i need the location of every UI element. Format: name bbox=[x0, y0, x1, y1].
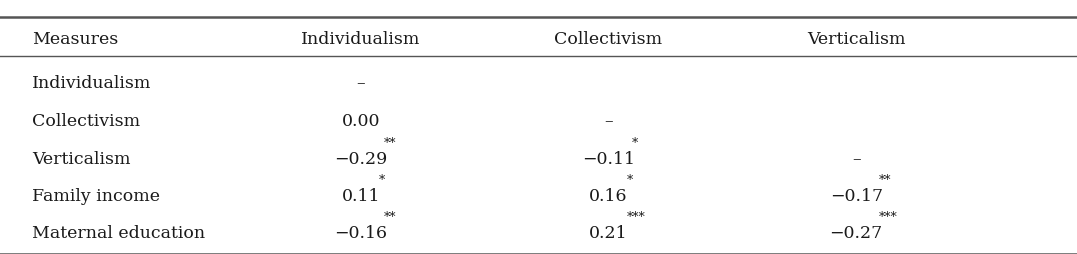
Text: −0.16: −0.16 bbox=[334, 225, 388, 242]
Text: Maternal education: Maternal education bbox=[32, 225, 206, 242]
Text: −0.29: −0.29 bbox=[334, 151, 388, 168]
Text: ***: *** bbox=[627, 210, 645, 223]
Text: −0.17: −0.17 bbox=[829, 188, 883, 205]
Text: –: – bbox=[604, 113, 613, 130]
Text: Individualism: Individualism bbox=[302, 31, 420, 48]
Text: 0.00: 0.00 bbox=[341, 113, 380, 130]
Text: **: ** bbox=[383, 210, 396, 223]
Text: **: ** bbox=[383, 136, 396, 149]
Text: ***: *** bbox=[879, 210, 898, 223]
Text: Individualism: Individualism bbox=[32, 75, 152, 92]
Text: –: – bbox=[852, 151, 861, 168]
Text: *: * bbox=[631, 136, 638, 149]
Text: Verticalism: Verticalism bbox=[807, 31, 906, 48]
Text: Verticalism: Verticalism bbox=[32, 151, 130, 168]
Text: *: * bbox=[627, 173, 633, 186]
Text: 0.16: 0.16 bbox=[589, 188, 628, 205]
Text: –: – bbox=[356, 75, 365, 92]
Text: **: ** bbox=[879, 173, 892, 186]
Text: 0.11: 0.11 bbox=[341, 188, 380, 205]
Text: −0.11: −0.11 bbox=[582, 151, 635, 168]
Text: Collectivism: Collectivism bbox=[32, 113, 140, 130]
Text: Collectivism: Collectivism bbox=[555, 31, 662, 48]
Text: Family income: Family income bbox=[32, 188, 160, 205]
Text: 0.21: 0.21 bbox=[589, 225, 628, 242]
Text: −0.27: −0.27 bbox=[829, 225, 883, 242]
Text: *: * bbox=[379, 173, 386, 186]
Text: Measures: Measures bbox=[32, 31, 118, 48]
